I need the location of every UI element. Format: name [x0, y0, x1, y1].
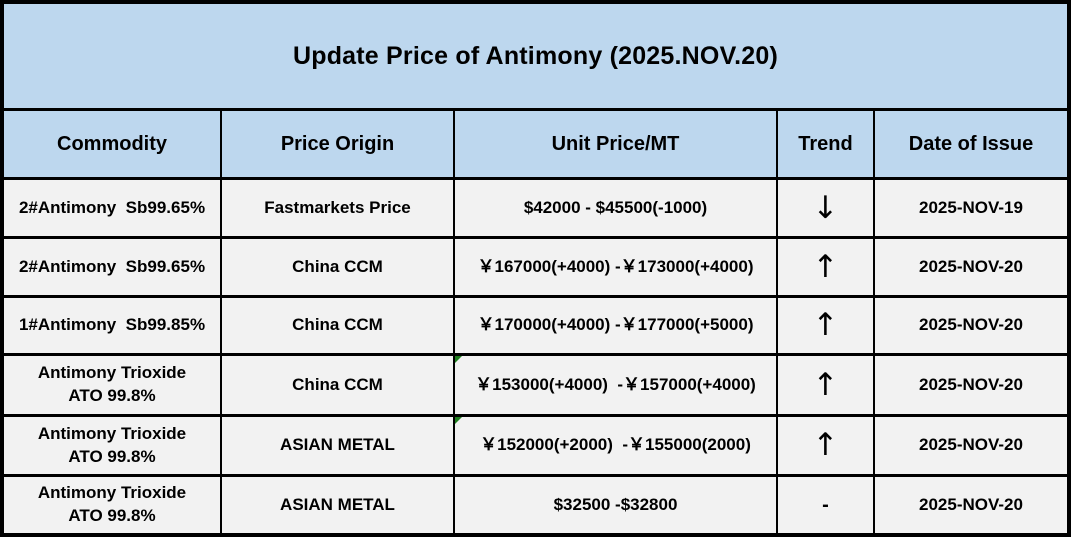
price-origin-cell: China CCM	[222, 239, 455, 295]
price-origin-cell: ASIAN METAL	[222, 417, 455, 474]
unit-price-text: ￥153000(+4000) -￥157000(+4000)	[475, 374, 756, 394]
header-commodity: Commodity	[4, 111, 222, 177]
price-origin-cell: Fastmarkets Price	[222, 180, 455, 236]
header-date-of-issue: Date of Issue	[875, 111, 1067, 177]
trend-cell: ↑	[778, 298, 875, 353]
green-corner-marker	[455, 356, 462, 363]
date-of-issue-cell: 2025-NOV-20	[875, 356, 1067, 414]
table-row: Antimony Trioxide ATO 99.8% ASIAN METAL …	[4, 417, 1067, 477]
trend-up-icon: ↑	[812, 366, 839, 403]
table-row: 2#Antimony Sb99.65% Fastmarkets Price $4…	[4, 180, 1067, 239]
trend-cell: ↓	[778, 180, 875, 236]
trend-cell: ↑	[778, 239, 875, 295]
unit-price-cell: $42000 - $45500(-1000)	[455, 180, 778, 236]
unit-price-text: ￥152000(+2000) -￥155000(2000)	[480, 435, 751, 455]
unit-price-cell: $32500 -$32800	[455, 477, 778, 533]
header-price-origin: Price Origin	[222, 111, 455, 177]
trend-cell: ↑	[778, 417, 875, 474]
unit-price-cell: ￥153000(+4000) -￥157000(+4000)	[455, 356, 778, 414]
date-of-issue-cell: 2025-NOV-19	[875, 180, 1067, 236]
header-trend: Trend	[778, 111, 875, 177]
commodity-cell: 2#Antimony Sb99.65%	[4, 180, 222, 236]
unit-price-cell: ￥152000(+2000) -￥155000(2000)	[455, 417, 778, 474]
table-title-bar: Update Price of Antimony (2025.NOV.20)	[4, 4, 1067, 111]
unit-price-cell: ￥170000(+4000) -￥177000(+5000)	[455, 298, 778, 353]
trend-flat-icon: -	[822, 494, 829, 516]
price-origin-cell: ASIAN METAL	[222, 477, 455, 533]
commodity-cell: Antimony Trioxide ATO 99.8%	[4, 417, 222, 474]
trend-up-icon: ↑	[812, 248, 839, 285]
date-of-issue-cell: 2025-NOV-20	[875, 477, 1067, 533]
commodity-cell: Antimony Trioxide ATO 99.8%	[4, 356, 222, 414]
trend-up-icon: ↑	[812, 307, 839, 343]
price-origin-cell: China CCM	[222, 298, 455, 353]
table-row: 2#Antimony Sb99.65% China CCM ￥167000(+4…	[4, 239, 1067, 298]
trend-cell: ↑	[778, 356, 875, 414]
date-of-issue-cell: 2025-NOV-20	[875, 298, 1067, 353]
price-origin-cell: China CCM	[222, 356, 455, 414]
header-unit-price: Unit Price/MT	[455, 111, 778, 177]
trend-cell: -	[778, 477, 875, 533]
table-row: Antimony Trioxide ATO 99.8% ASIAN METAL …	[4, 477, 1067, 533]
date-of-issue-cell: 2025-NOV-20	[875, 417, 1067, 474]
table-header-row: Commodity Price Origin Unit Price/MT Tre…	[4, 111, 1067, 180]
trend-up-icon: ↑	[812, 427, 839, 463]
table-row: 1#Antimony Sb99.85% China CCM ￥170000(+4…	[4, 298, 1067, 356]
table-title: Update Price of Antimony (2025.NOV.20)	[292, 41, 779, 70]
date-of-issue-cell: 2025-NOV-20	[875, 239, 1067, 295]
unit-price-cell: ￥167000(+4000) -￥173000(+4000)	[455, 239, 778, 295]
trend-down-icon: ↓	[812, 189, 839, 226]
commodity-cell: Antimony Trioxide ATO 99.8%	[4, 477, 222, 533]
green-corner-marker	[455, 417, 462, 424]
commodity-cell: 1#Antimony Sb99.85%	[4, 298, 222, 353]
table-row: Antimony Trioxide ATO 99.8% China CCM ￥1…	[4, 356, 1067, 417]
commodity-cell: 2#Antimony Sb99.65%	[4, 239, 222, 295]
